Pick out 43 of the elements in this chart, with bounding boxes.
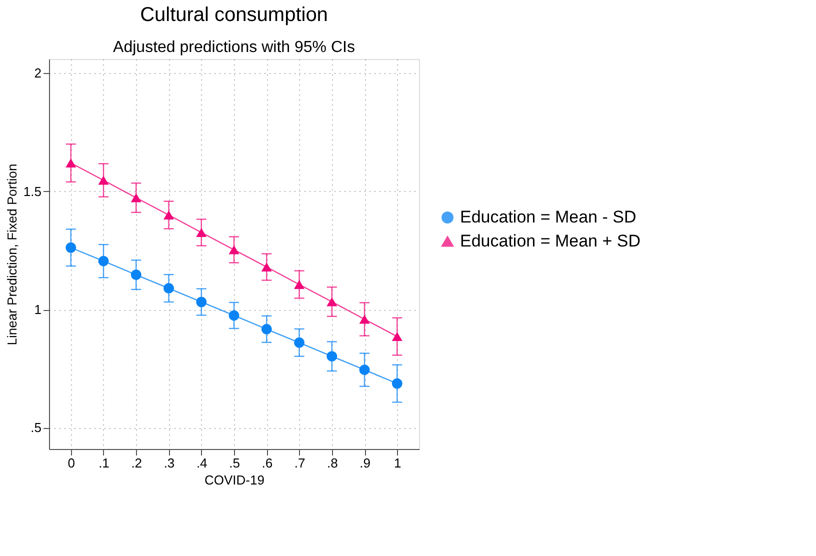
x-axis-title: COVID-19: [204, 472, 264, 488]
x-tick-label: 1: [394, 456, 402, 470]
point: [392, 378, 402, 389]
point: [294, 280, 304, 290]
point: [130, 193, 142, 202]
chart-subtitle: Adjusted predictions with 95% CIs: [113, 39, 355, 56]
point: [66, 242, 76, 253]
x-tick-label: .8: [326, 456, 338, 470]
point: [326, 297, 338, 306]
point: [359, 314, 370, 324]
point: [228, 245, 240, 254]
point: [98, 256, 109, 266]
point: [359, 364, 370, 376]
point: [261, 324, 272, 334]
point: [164, 210, 174, 220]
y-tick-label: .5: [30, 420, 42, 436]
y-tick-label: 1.5: [23, 184, 42, 199]
x-tick-label: .3: [164, 456, 175, 470]
y-axis-title: Linear Prediction, Fixed Portion: [4, 164, 20, 346]
point: [164, 283, 174, 294]
x-tick-label: .4: [196, 456, 208, 470]
x-tick-label: .6: [262, 456, 273, 470]
point: [392, 332, 402, 342]
point: [326, 351, 338, 362]
point: [196, 296, 207, 308]
x-tick-label: .2: [131, 456, 142, 470]
x-tick-label: .1: [98, 456, 110, 470]
point: [66, 158, 76, 168]
x-tick-label: .5: [229, 456, 240, 470]
x-tick-label: .7: [294, 456, 306, 470]
point: [261, 262, 272, 272]
point: [294, 337, 304, 348]
point: [196, 228, 207, 238]
y-tick-label: 1: [34, 302, 42, 318]
point: [98, 176, 109, 185]
point: [130, 270, 142, 280]
x-tick-label: 0: [68, 456, 75, 470]
x-tick-label: .9: [360, 456, 370, 470]
point: [228, 310, 240, 321]
chart-title: Cultural consumption: [140, 4, 328, 26]
legend-label: Education = Mean + SD: [460, 232, 641, 250]
legend-label: Education = Mean - SD: [460, 208, 636, 226]
y-tick-label: 2: [34, 66, 42, 81]
